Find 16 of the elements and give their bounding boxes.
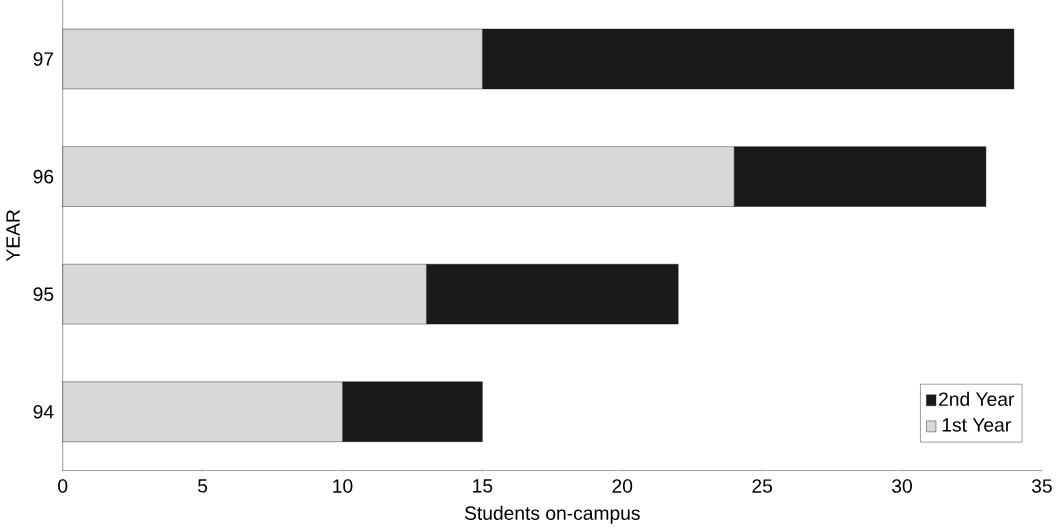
- y-tick-label: 97: [33, 52, 54, 66]
- x-tick-label: 25: [752, 479, 773, 493]
- y-axis-title: YEAR: [6, 209, 20, 262]
- legend-label: 1st Year: [942, 418, 1011, 432]
- y-tick-label: 94: [33, 404, 54, 419]
- x-tick-label: 30: [892, 479, 912, 493]
- x-tick-label: 5: [198, 479, 208, 493]
- x-tick-label: 35: [1031, 479, 1052, 493]
- legend-label: 2nd Year: [939, 391, 1015, 406]
- x-axis-title: Students on-campus: [464, 505, 640, 524]
- x-tick-label: 20: [612, 479, 633, 493]
- x-tick-label: 15: [473, 479, 493, 493]
- y-tick-label: 96: [33, 169, 54, 184]
- x-tick-label: 0: [58, 479, 68, 493]
- x-tick-label: 10: [333, 479, 353, 493]
- y-tick-label: 95: [33, 287, 54, 301]
